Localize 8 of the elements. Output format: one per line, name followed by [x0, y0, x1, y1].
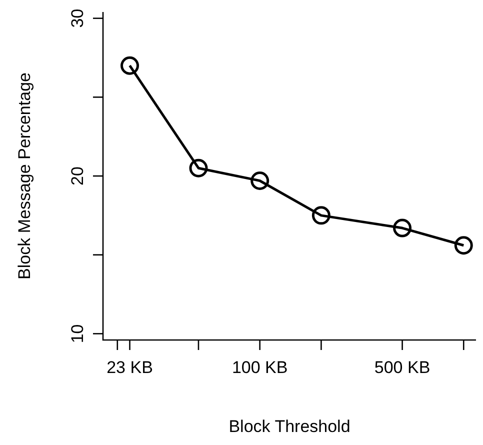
x-tick-label: 100 KB	[232, 358, 288, 377]
x-tick-label: 500 KB	[374, 358, 430, 377]
y-tick-label: 30	[68, 8, 87, 28]
x-tick-label: 23 KB	[106, 358, 153, 377]
y-tick-label: 20	[68, 166, 87, 186]
y-axis-title: Block Message Percentage	[15, 72, 34, 280]
y-tick-label: 10	[68, 324, 87, 344]
x-axis-title: Block Threshold	[228, 417, 350, 436]
